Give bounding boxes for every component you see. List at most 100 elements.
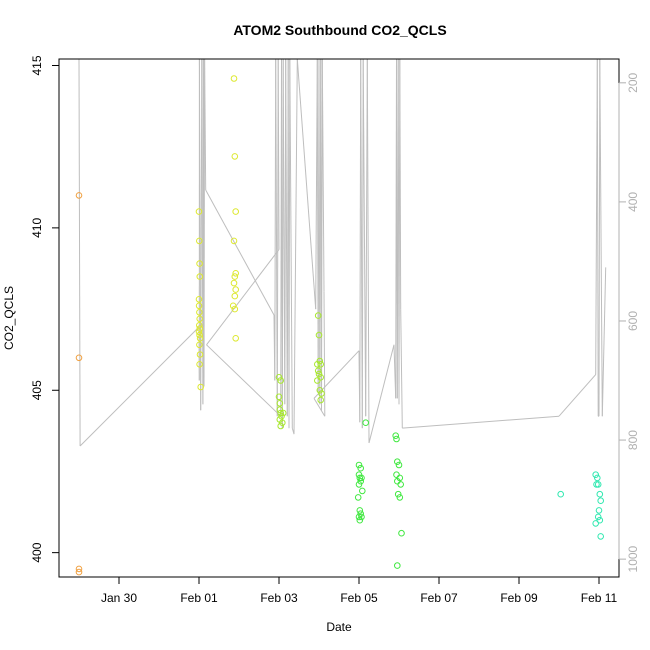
data-point (398, 529, 405, 537)
altitude-line-segment (598, 58, 601, 417)
data-point (317, 396, 325, 404)
data-point (356, 516, 364, 524)
altitude-line-segment (277, 58, 280, 250)
data-point (596, 490, 604, 498)
data-point (392, 432, 400, 440)
altitude-line-segment (78, 58, 81, 447)
data-point (232, 208, 239, 215)
data-point (232, 286, 239, 293)
data-point (596, 516, 604, 524)
data-point (557, 490, 565, 498)
data-point (597, 533, 605, 540)
data-point (355, 461, 363, 469)
data-point (75, 354, 83, 362)
data-points-layer (75, 75, 605, 576)
data-point (195, 208, 203, 215)
altitude-line-segment (206, 249, 280, 346)
y2-tick-label: 400 (626, 192, 640, 212)
data-point (394, 562, 401, 569)
data-point (394, 458, 401, 466)
data-point (231, 305, 239, 313)
data-point (318, 390, 325, 397)
y2-tick-label: 600 (626, 311, 640, 331)
x-tick-label: Feb 11 (581, 591, 618, 605)
y2-tick-label: 1000 (626, 545, 640, 572)
data-point (75, 192, 83, 199)
altitude-line-segment (366, 58, 370, 444)
data-point (358, 513, 365, 521)
data-point (196, 315, 203, 323)
data-point (395, 461, 403, 469)
altitude-line-segment (599, 58, 603, 417)
data-point (357, 477, 365, 485)
data-point (195, 296, 203, 303)
data-point (314, 312, 322, 319)
data-point (594, 513, 602, 521)
data-point (196, 309, 203, 316)
data-point (314, 367, 322, 375)
data-point (315, 370, 323, 378)
altitude-line-segment (399, 58, 402, 310)
data-point (396, 494, 404, 501)
data-point (278, 412, 285, 420)
data-point (316, 357, 324, 365)
altitude-line-segment (558, 374, 597, 417)
data-point (356, 507, 364, 514)
data-point (597, 497, 605, 505)
altitude-line-segment (400, 309, 403, 429)
altitude-line-segment (365, 58, 368, 417)
data-point (357, 464, 365, 472)
data-point (355, 481, 363, 488)
data-point (595, 507, 603, 514)
data-point (195, 302, 203, 310)
data-point (196, 361, 203, 368)
data-point (279, 419, 286, 427)
data-point (196, 325, 204, 332)
data-point (276, 406, 284, 414)
x-tick-label: Feb 09 (500, 591, 538, 605)
data-point (231, 292, 239, 300)
data-point (315, 331, 323, 339)
data-point (362, 419, 370, 427)
data-point (75, 568, 83, 576)
data-point (196, 273, 204, 280)
altitude-line-segment (313, 398, 326, 417)
data-point (196, 351, 204, 358)
data-point (316, 387, 324, 394)
data-point (232, 270, 239, 277)
y-tick-label: 410 (30, 218, 44, 238)
data-point (394, 490, 402, 498)
data-point (75, 565, 83, 573)
altitude-line-segment (288, 58, 291, 429)
y2-tick-label: 800 (626, 430, 640, 450)
altitude-line-segment (296, 58, 317, 310)
data-point (231, 273, 239, 280)
altitude-line-segment (205, 189, 275, 316)
data-point (277, 377, 285, 384)
data-point (231, 153, 239, 160)
data-point (359, 487, 366, 495)
data-point (592, 520, 600, 527)
altitude-line-segment (203, 58, 206, 387)
data-point (317, 361, 325, 368)
data-point (196, 335, 204, 342)
data-point (276, 400, 284, 407)
data-point (195, 328, 203, 336)
altitude-line-segment (204, 58, 207, 191)
data-point (354, 494, 362, 501)
data-point (279, 409, 287, 417)
altitude-line-segment (321, 58, 323, 411)
data-point (196, 331, 203, 339)
data-point (277, 422, 285, 430)
data-point (196, 260, 203, 267)
data-point (314, 377, 321, 384)
altitude-line-segment (321, 58, 325, 292)
data-point (230, 237, 238, 245)
data-point (197, 383, 204, 391)
y-tick-label: 400 (30, 542, 44, 562)
altitude-line-segment (79, 326, 200, 447)
data-point (397, 481, 405, 488)
y-axis-label: CO2_QCLS (2, 286, 16, 350)
